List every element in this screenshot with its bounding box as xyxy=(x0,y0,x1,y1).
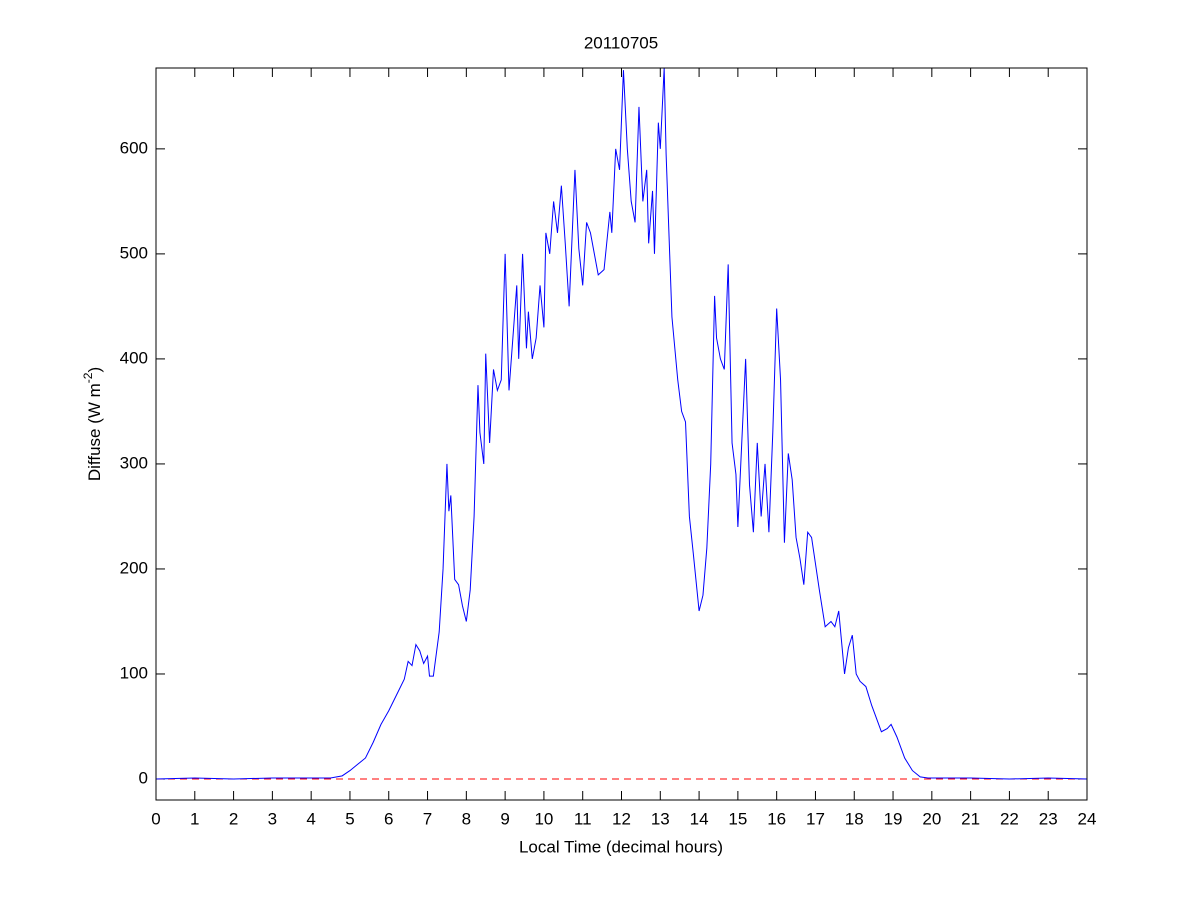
y-label-sup: -2 xyxy=(81,372,95,383)
chart-title: 20110705 xyxy=(584,33,658,52)
x-tick-label: 23 xyxy=(1039,809,1058,828)
x-axis-label: Local Time (decimal hours) xyxy=(519,837,723,856)
x-tick-label: 16 xyxy=(767,809,786,828)
x-tick-label: 11 xyxy=(574,809,592,828)
y-tick-label: 600 xyxy=(120,138,148,157)
x-tick-label: 15 xyxy=(728,809,747,828)
x-tick-label: 2 xyxy=(229,809,238,828)
x-tick-label: 20 xyxy=(922,809,941,828)
x-tick-label: 5 xyxy=(345,809,354,828)
x-tick-label: 24 xyxy=(1078,809,1097,828)
x-tick-label: 0 xyxy=(151,809,160,828)
x-tick-label: 3 xyxy=(268,809,277,828)
data-line xyxy=(155,67,1088,780)
x-tick-label: 18 xyxy=(845,809,864,828)
x-tick-label: 6 xyxy=(384,809,393,828)
x-tick-label: 9 xyxy=(500,809,509,828)
x-tick-label: 12 xyxy=(612,809,631,828)
y-tick-label: 0 xyxy=(139,768,148,787)
y-label-text: Diffuse (W m xyxy=(85,383,104,481)
x-tick-label: 13 xyxy=(651,809,670,828)
y-tick-label: 100 xyxy=(120,663,148,682)
y-axis-label: Diffuse (W m-2) xyxy=(81,367,104,481)
plot-frame xyxy=(155,67,1088,801)
x-tick-label: 10 xyxy=(534,809,553,828)
x-tick-label: 19 xyxy=(884,809,903,828)
x-tick-label: 1 xyxy=(190,809,199,828)
y-label-suffix: ) xyxy=(85,367,104,373)
x-tick-label: 17 xyxy=(806,809,825,828)
y-tick-label: 400 xyxy=(120,348,148,367)
y-tick-label: 200 xyxy=(120,558,148,577)
x-tick-label: 21 xyxy=(961,809,980,828)
y-tick-label: 500 xyxy=(120,243,148,262)
y-tick-label: 300 xyxy=(120,453,148,472)
x-tick-label: 14 xyxy=(690,809,709,828)
x-tick-label: 22 xyxy=(1000,809,1019,828)
x-tick-label: 7 xyxy=(423,809,432,828)
x-tick-label: 8 xyxy=(462,809,471,828)
x-tick-label: 4 xyxy=(306,809,315,828)
